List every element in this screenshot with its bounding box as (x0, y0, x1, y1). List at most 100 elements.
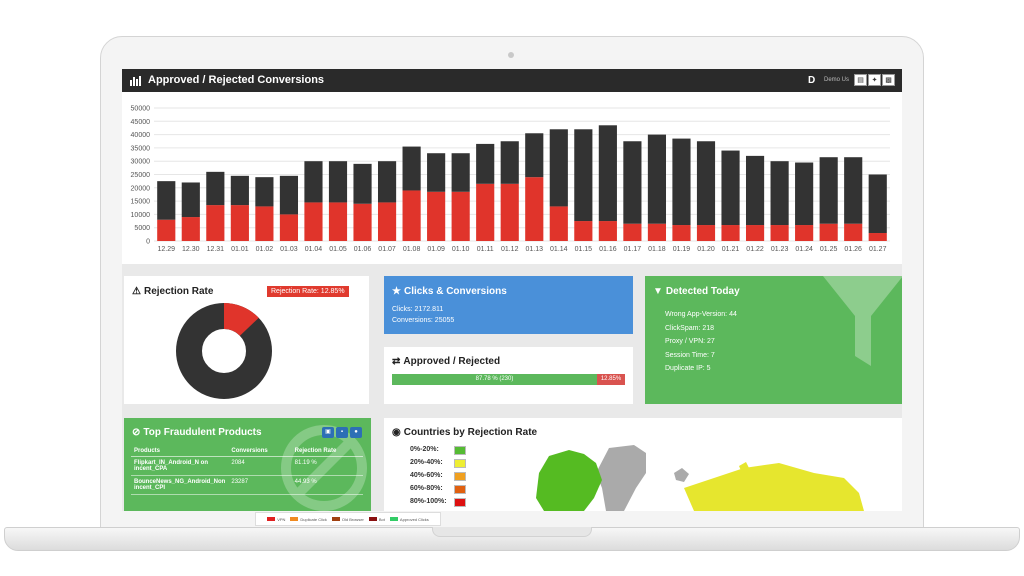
bar-segment (795, 162, 814, 226)
countries-title: Countries by Rejection Rate (403, 427, 538, 438)
series-legend: VPN Duplicate Click Old Browser Bot Appr… (255, 512, 441, 526)
bar-segment (647, 223, 667, 241)
x-tick-label: 01.02 (256, 246, 274, 253)
bar-segment (574, 221, 593, 241)
funnel-watermark-icon (823, 276, 902, 366)
chart-icon (130, 76, 141, 86)
x-tick-label: 12.31 (207, 246, 225, 253)
filter-icon: ▼ (653, 286, 663, 297)
bar-segment (476, 143, 495, 184)
detected-title: Detected Today (665, 286, 740, 297)
bar-segment (868, 174, 887, 234)
bar-segment (377, 161, 397, 203)
x-tick-label: 01.22 (746, 246, 764, 253)
settings-view-icon[interactable]: ✦ (868, 74, 881, 86)
bar-segment (230, 205, 249, 241)
ban-icon: ⊘ (132, 427, 141, 438)
legend-label: 60%-80%: (410, 485, 443, 492)
detected-list: Wrong App-Version: 44 ClickSpam: 218 Pro… (665, 308, 737, 376)
approved-rejected-heading: ⇄ Approved / Rejected (392, 356, 500, 367)
bar-segment (819, 223, 838, 241)
rejection-rate-heading: ⚠ Rejection Rate (132, 286, 213, 297)
conversions-chart-panel: 0 5000 10000 15000 20000 25000 30000 35000 40000… (122, 92, 902, 264)
y-tick-label: 30000 (131, 159, 151, 166)
users-icon[interactable]: ● (350, 427, 362, 438)
countries-map-card: ◉ Countries by Rejection Rate 0%-20%: 20%… (384, 418, 902, 511)
box-icon[interactable]: ▣ (322, 427, 334, 438)
bar-segment (328, 161, 348, 203)
bar-segment (279, 214, 299, 241)
chart-view-icon[interactable]: ▩ (882, 74, 895, 86)
x-tick-label: 01.07 (378, 246, 396, 253)
legend-item[interactable]: VPN (267, 517, 285, 522)
bar-segment (157, 181, 176, 220)
conversions-bar-chart: 0 5000 10000 15000 20000 25000 30000 35000 40000… (131, 106, 890, 253)
y-tick-label: 50000 (131, 106, 151, 113)
bar-segment (696, 141, 716, 226)
star-icon: ★ (392, 286, 401, 297)
legend-swatch (454, 446, 466, 455)
column-header: Rejection Rate (291, 446, 363, 457)
rejection-rate-cell: 81.19 % (291, 456, 363, 476)
table-view-icon[interactable]: ▤ (854, 74, 867, 86)
legend-item[interactable]: Duplicate Click (290, 517, 327, 522)
legend-item[interactable]: Bot (368, 517, 385, 522)
y-tick-label: 35000 (131, 145, 151, 152)
user-initial[interactable]: D (808, 75, 816, 86)
x-tick-label: 01.19 (673, 246, 691, 253)
x-tick-label: 01.04 (305, 246, 323, 253)
legend-item[interactable]: Approved Clicks (389, 516, 429, 522)
y-tick-label: 45000 (131, 119, 151, 126)
x-tick-label: 01.16 (599, 246, 617, 253)
detected-item: ClickSpam: 218 (665, 324, 715, 332)
briefcase-icon[interactable]: ▪ (336, 427, 348, 438)
product-name: Flipkart_IN_Android_N on incent_CPA (131, 456, 229, 476)
x-tick-label: 01.27 (869, 246, 887, 253)
table-row[interactable]: Flipkart_IN_Android_N on incent_CPA 2084… (131, 456, 363, 476)
bar-segment (721, 225, 740, 241)
top-products-heading: ⊘ Top Fraudulent Products (132, 427, 262, 438)
detected-item: Duplicate IP: 5 (665, 365, 711, 372)
x-tick-label: 01.06 (354, 246, 372, 253)
bar-segment (451, 153, 470, 192)
detected-heading: ▼ Detected Today (653, 286, 740, 297)
bar-segment (770, 161, 789, 226)
view-switcher: ▤ ✦ ▩ (853, 74, 895, 86)
bar-segment (598, 221, 617, 241)
approved-rejected-card: ⇄ Approved / Rejected 87.78 % (230) 12.85… (384, 347, 633, 404)
bar-segment (549, 129, 568, 207)
x-tick-label: 01.12 (501, 246, 519, 253)
detected-item: Session Time: 7 (665, 351, 715, 359)
bar-segment (427, 153, 446, 192)
bar-segment (500, 141, 519, 184)
top-products-table: Products Conversions Rejection Rate Flip… (131, 446, 363, 495)
x-tick-label: 01.09 (427, 246, 445, 253)
legend-swatch (368, 517, 377, 521)
x-tick-label: 12.29 (158, 246, 176, 253)
bar-segment (157, 219, 176, 241)
x-tick-label: 01.21 (722, 246, 740, 253)
bar-segment (279, 175, 299, 215)
legend-label: Old Browser (341, 516, 364, 522)
table-header-row: Products Conversions Rejection Rate (131, 446, 363, 457)
clicks-heading: ★ Clicks & Conversions (392, 286, 507, 297)
legend-swatch (454, 472, 466, 481)
detected-item: Wrong App-Version: 44 (665, 311, 737, 318)
table-row[interactable]: BounceNews_NG_Android_Non incent_CPI 232… (131, 475, 363, 495)
product-name: BounceNews_NG_Android_Non incent_CPI (131, 475, 229, 495)
bar-segment (304, 161, 323, 203)
legend-swatch (454, 459, 466, 468)
bar-segment (206, 205, 225, 241)
conversions-value: Conversions: 25055 (392, 317, 455, 324)
legend-label: Approved Clicks (399, 516, 429, 522)
bar-segment (770, 225, 789, 241)
x-tick-label: 01.11 (477, 246, 494, 253)
page-title: Approved / Rejected Conversions (148, 74, 325, 86)
y-tick-label: 10000 (131, 212, 151, 219)
user-name[interactable]: Demo Us (824, 77, 850, 83)
map-region-greenland (596, 445, 646, 511)
map-region-russia (684, 463, 864, 511)
x-tick-label: 01.24 (795, 246, 813, 253)
legend-item[interactable]: Old Browser (331, 516, 364, 522)
bar-segment (476, 183, 495, 241)
